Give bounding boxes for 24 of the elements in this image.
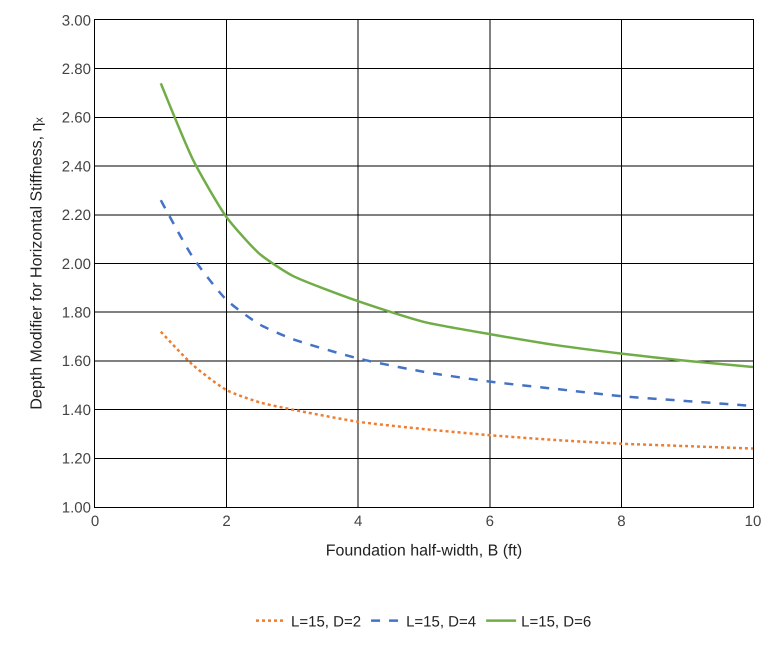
- x-tick-label: 10: [744, 513, 762, 530]
- x-tick-label: 8: [617, 513, 626, 530]
- y-tick-label: 2.00: [62, 256, 91, 273]
- x-axis-title: Foundation half-width, B (ft): [326, 542, 522, 560]
- y-tick-label: 3.00: [62, 12, 91, 30]
- y-tick-label: 1.00: [62, 499, 91, 516]
- x-tick-label: 0: [90, 513, 100, 530]
- y-tick-label: 1.60: [62, 353, 91, 370]
- y-tick-label: 1.20: [62, 450, 91, 468]
- y-axis-title: Depth Modifier for Horizontal Stiffness, ηₓ: [28, 116, 46, 410]
- line-series: [160, 82, 753, 368]
- y-tick-label: 1.80: [62, 304, 91, 322]
- y-tick-label: 2.20: [62, 207, 91, 224]
- x-tick-label: 2: [222, 513, 231, 530]
- legend-label: L=15, D=2: [291, 614, 362, 630]
- legend-label: L=15, D=6: [521, 614, 592, 630]
- legend-label: L=15, D=4: [406, 614, 476, 630]
- y-tick-label: 1.40: [62, 402, 91, 419]
- x-tick-label: 4: [354, 513, 362, 530]
- line-series: [160, 330, 753, 450]
- x-tick-label: 6: [486, 513, 494, 530]
- y-tick-label: 2.80: [62, 60, 91, 78]
- y-tick-label: 2.40: [62, 158, 91, 176]
- y-tick-label: 2.60: [62, 110, 91, 127]
